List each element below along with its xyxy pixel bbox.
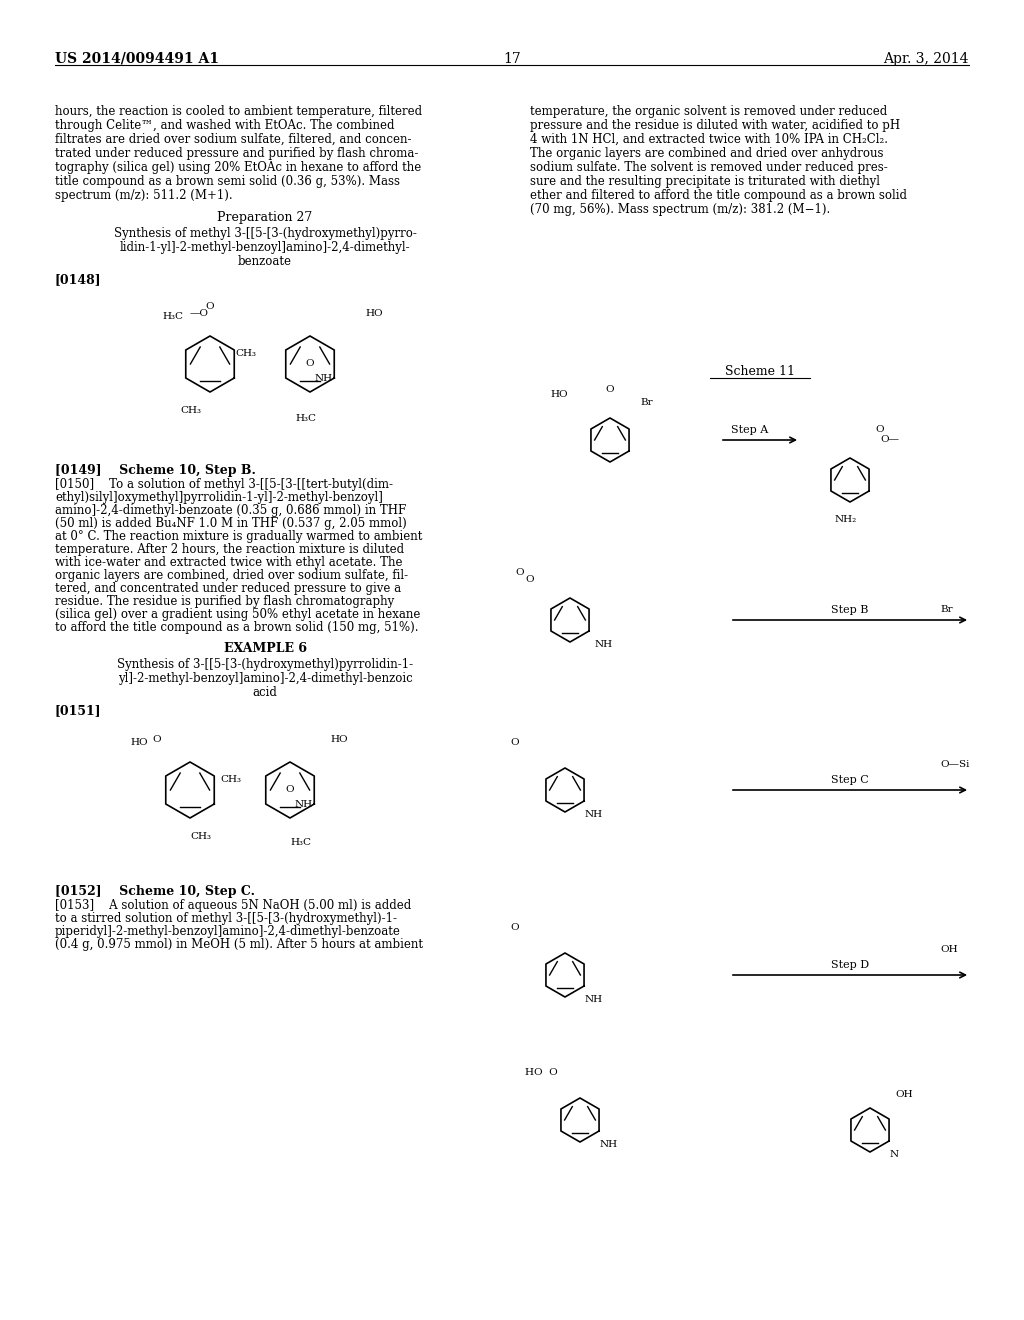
Text: [0152]    Scheme 10, Step C.: [0152] Scheme 10, Step C. xyxy=(55,884,255,898)
Text: HO  O: HO O xyxy=(525,1068,558,1077)
Text: trated under reduced pressure and purified by flash chroma-: trated under reduced pressure and purifi… xyxy=(55,147,419,160)
Text: OH: OH xyxy=(895,1090,912,1100)
Text: Step B: Step B xyxy=(831,605,868,615)
Text: US 2014/0094491 A1: US 2014/0094491 A1 xyxy=(55,51,219,66)
Text: [0150]    To a solution of methyl 3-[[5-[3-[[tert-butyl(dim-: [0150] To a solution of methyl 3-[[5-[3-… xyxy=(55,478,393,491)
Text: CH₃: CH₃ xyxy=(180,407,201,414)
Text: sodium sulfate. The solvent is removed under reduced pres-: sodium sulfate. The solvent is removed u… xyxy=(530,161,888,174)
Text: 17: 17 xyxy=(503,51,521,66)
Text: (70 mg, 56%). Mass spectrum (m/z): 381.2 (M−1).: (70 mg, 56%). Mass spectrum (m/z): 381.2… xyxy=(530,203,830,216)
Text: O: O xyxy=(525,576,534,583)
Text: O: O xyxy=(152,735,161,744)
Text: NH: NH xyxy=(595,640,613,649)
Text: HO: HO xyxy=(130,738,147,747)
Text: EXAMPLE 6: EXAMPLE 6 xyxy=(223,642,306,655)
Text: yl]-2-methyl-benzoyl]amino]-2,4-dimethyl-benzoic: yl]-2-methyl-benzoyl]amino]-2,4-dimethyl… xyxy=(118,672,413,685)
Text: organic layers are combined, dried over sodium sulfate, fil-: organic layers are combined, dried over … xyxy=(55,569,409,582)
Text: H₃C: H₃C xyxy=(162,312,183,321)
Text: NH: NH xyxy=(315,374,333,383)
Text: ether and filtered to afford the title compound as a brown solid: ether and filtered to afford the title c… xyxy=(530,189,907,202)
Text: O: O xyxy=(510,738,518,747)
Text: HO: HO xyxy=(330,735,347,744)
Text: with ice-water and extracted twice with ethyl acetate. The: with ice-water and extracted twice with … xyxy=(55,556,402,569)
Text: —O: —O xyxy=(190,309,209,318)
Text: [0153]    A solution of aqueous 5N NaOH (5.00 ml) is added: [0153] A solution of aqueous 5N NaOH (5.… xyxy=(55,899,412,912)
Text: lidin-1-yl]-2-methyl-benzoyl]amino]-2,4-dimethyl-: lidin-1-yl]-2-methyl-benzoyl]amino]-2,4-… xyxy=(120,242,411,253)
Text: Synthesis of 3-[[5-[3-(hydroxymethyl)pyrrolidin-1-: Synthesis of 3-[[5-[3-(hydroxymethyl)pyr… xyxy=(117,657,413,671)
Text: O: O xyxy=(510,923,518,932)
Text: tography (silica gel) using 20% EtOAc in hexane to afford the: tography (silica gel) using 20% EtOAc in… xyxy=(55,161,421,174)
Text: NH: NH xyxy=(585,810,603,818)
Text: Step C: Step C xyxy=(831,775,869,785)
Text: title compound as a brown semi solid (0.36 g, 53%). Mass: title compound as a brown semi solid (0.… xyxy=(55,176,400,187)
Text: Scheme 11: Scheme 11 xyxy=(725,366,795,378)
Text: N: N xyxy=(890,1150,899,1159)
Text: (50 ml) is added Bu₄NF 1.0 M in THF (0.537 g, 2.05 mmol): (50 ml) is added Bu₄NF 1.0 M in THF (0.5… xyxy=(55,517,407,531)
Text: [0151]: [0151] xyxy=(55,704,101,717)
Text: O: O xyxy=(605,385,613,393)
Text: to afford the title compound as a brown solid (150 mg, 51%).: to afford the title compound as a brown … xyxy=(55,620,419,634)
Text: O: O xyxy=(305,359,313,368)
Text: spectrum (m/z): 511.2 (M+1).: spectrum (m/z): 511.2 (M+1). xyxy=(55,189,232,202)
Text: NH: NH xyxy=(600,1140,618,1148)
Text: (silica gel) over a gradient using 50% ethyl acetate in hexane: (silica gel) over a gradient using 50% e… xyxy=(55,609,421,620)
Text: NH: NH xyxy=(585,995,603,1005)
Text: piperidyl]-2-methyl-benzoyl]amino]-2,4-dimethyl-benzoate: piperidyl]-2-methyl-benzoyl]amino]-2,4-d… xyxy=(55,925,400,939)
Text: H₃C: H₃C xyxy=(295,414,316,422)
Text: The organic layers are combined and dried over anhydrous: The organic layers are combined and drie… xyxy=(530,147,884,160)
Text: temperature, the organic solvent is removed under reduced: temperature, the organic solvent is remo… xyxy=(530,106,887,117)
Text: benzoate: benzoate xyxy=(238,255,292,268)
Text: CH₃: CH₃ xyxy=(234,348,256,358)
Text: sure and the resulting precipitate is triturated with diethyl: sure and the resulting precipitate is tr… xyxy=(530,176,880,187)
Text: through Celite™, and washed with EtOAc. The combined: through Celite™, and washed with EtOAc. … xyxy=(55,119,394,132)
Text: NH₂: NH₂ xyxy=(835,515,857,524)
Text: Step D: Step D xyxy=(830,960,869,970)
Text: amino]-2,4-dimethyl-benzoate (0.35 g, 0.686 mmol) in THF: amino]-2,4-dimethyl-benzoate (0.35 g, 0.… xyxy=(55,504,407,517)
Text: Preparation 27: Preparation 27 xyxy=(217,211,312,224)
Text: CH₃: CH₃ xyxy=(190,832,211,841)
Text: at 0° C. The reaction mixture is gradually warmed to ambient: at 0° C. The reaction mixture is gradual… xyxy=(55,531,422,543)
Text: HO: HO xyxy=(365,309,383,318)
Text: [0148]: [0148] xyxy=(55,273,101,286)
Text: O: O xyxy=(515,568,523,577)
Text: O: O xyxy=(285,785,294,795)
Text: pressure and the residue is diluted with water, acidified to pH: pressure and the residue is diluted with… xyxy=(530,119,900,132)
Text: O—Si: O—Si xyxy=(940,760,970,770)
Text: hours, the reaction is cooled to ambient temperature, filtered: hours, the reaction is cooled to ambient… xyxy=(55,106,422,117)
Text: O—: O— xyxy=(880,436,899,444)
Text: residue. The residue is purified by flash chromatography: residue. The residue is purified by flas… xyxy=(55,595,394,609)
Text: O: O xyxy=(874,425,884,434)
Text: temperature. After 2 hours, the reaction mixture is diluted: temperature. After 2 hours, the reaction… xyxy=(55,543,404,556)
Text: to a stirred solution of methyl 3-[[5-[3-(hydroxymethyl)-1-: to a stirred solution of methyl 3-[[5-[3… xyxy=(55,912,397,925)
Text: [0149]    Scheme 10, Step B.: [0149] Scheme 10, Step B. xyxy=(55,465,256,477)
Text: (0.4 g, 0.975 mmol) in MeOH (5 ml). After 5 hours at ambient: (0.4 g, 0.975 mmol) in MeOH (5 ml). Afte… xyxy=(55,939,423,950)
Text: 4 with 1N HCl, and extracted twice with 10% IPA in CH₂Cl₂.: 4 with 1N HCl, and extracted twice with … xyxy=(530,133,888,147)
Text: HO: HO xyxy=(550,389,567,399)
Text: Synthesis of methyl 3-[[5-[3-(hydroxymethyl)pyrro-: Synthesis of methyl 3-[[5-[3-(hydroxymet… xyxy=(114,227,417,240)
Text: Apr. 3, 2014: Apr. 3, 2014 xyxy=(884,51,969,66)
Text: NH: NH xyxy=(295,800,313,809)
Text: tered, and concentrated under reduced pressure to give a: tered, and concentrated under reduced pr… xyxy=(55,582,401,595)
Text: CH₃: CH₃ xyxy=(220,775,241,784)
Text: Br: Br xyxy=(940,605,952,614)
Text: H₃C: H₃C xyxy=(290,838,311,847)
Text: Br: Br xyxy=(640,399,652,407)
Text: acid: acid xyxy=(253,686,278,700)
Text: ethyl)silyl]oxymethyl]pyrrolidin-1-yl]-2-methyl-benzoyl]: ethyl)silyl]oxymethyl]pyrrolidin-1-yl]-2… xyxy=(55,491,383,504)
Text: O: O xyxy=(205,302,214,312)
Text: filtrates are dried over sodium sulfate, filtered, and concen-: filtrates are dried over sodium sulfate,… xyxy=(55,133,412,147)
Text: OH: OH xyxy=(940,945,957,954)
Text: Step A: Step A xyxy=(731,425,769,436)
